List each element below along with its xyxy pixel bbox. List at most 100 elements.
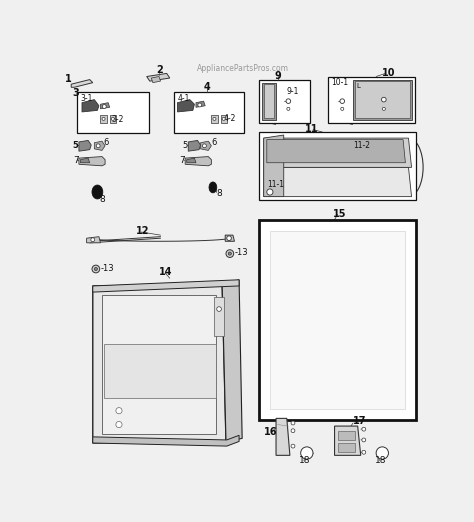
Text: 12: 12 <box>136 226 149 235</box>
Polygon shape <box>94 141 105 150</box>
Polygon shape <box>262 82 276 120</box>
Circle shape <box>111 117 114 121</box>
Circle shape <box>383 108 385 110</box>
Circle shape <box>222 117 225 121</box>
Circle shape <box>94 267 97 270</box>
Bar <box>102 295 216 434</box>
Circle shape <box>228 252 231 255</box>
Polygon shape <box>188 140 201 151</box>
Text: 4-1: 4-1 <box>177 93 190 102</box>
Text: L: L <box>356 83 360 89</box>
Text: 18: 18 <box>299 456 310 465</box>
Circle shape <box>96 144 100 148</box>
Circle shape <box>382 97 386 102</box>
Circle shape <box>116 408 122 414</box>
Text: 3-1: 3-1 <box>81 93 93 102</box>
Text: -13: -13 <box>235 248 248 257</box>
Circle shape <box>341 108 344 110</box>
Circle shape <box>340 99 345 103</box>
Circle shape <box>202 144 206 148</box>
Text: 5: 5 <box>182 140 187 149</box>
Bar <box>270 231 405 409</box>
Polygon shape <box>87 236 100 243</box>
Polygon shape <box>71 79 93 87</box>
Text: 4: 4 <box>204 82 210 92</box>
Polygon shape <box>79 157 105 166</box>
Text: 9: 9 <box>274 70 281 81</box>
Polygon shape <box>187 158 196 163</box>
Bar <box>214 298 224 336</box>
Text: 11: 11 <box>305 124 319 134</box>
Polygon shape <box>109 115 116 123</box>
Text: 14: 14 <box>159 267 173 277</box>
Text: 6: 6 <box>211 138 217 147</box>
Circle shape <box>116 421 122 428</box>
Circle shape <box>102 117 105 121</box>
Circle shape <box>291 429 295 433</box>
Circle shape <box>362 427 366 431</box>
Ellipse shape <box>92 185 103 199</box>
Text: 17: 17 <box>353 417 366 426</box>
Bar <box>259 220 416 420</box>
Text: 8: 8 <box>216 189 222 198</box>
Polygon shape <box>185 157 211 166</box>
Polygon shape <box>79 140 91 151</box>
Polygon shape <box>335 426 361 455</box>
Text: 10: 10 <box>383 68 396 78</box>
Circle shape <box>217 307 221 311</box>
Polygon shape <box>93 435 239 446</box>
Circle shape <box>226 250 234 257</box>
Polygon shape <box>225 235 235 241</box>
Polygon shape <box>264 168 411 197</box>
Circle shape <box>267 189 273 195</box>
Text: 3-2: 3-2 <box>111 115 124 124</box>
Text: 10-1: 10-1 <box>331 78 348 87</box>
Polygon shape <box>264 135 284 197</box>
Polygon shape <box>196 101 205 108</box>
Polygon shape <box>353 79 411 120</box>
Circle shape <box>287 108 290 110</box>
Circle shape <box>91 238 95 242</box>
Circle shape <box>102 104 106 109</box>
Text: 11-2: 11-2 <box>353 141 370 150</box>
Circle shape <box>376 447 389 459</box>
Ellipse shape <box>209 182 217 193</box>
Polygon shape <box>100 103 109 109</box>
Bar <box>337 443 355 452</box>
Polygon shape <box>211 115 218 123</box>
Text: 1: 1 <box>65 74 72 84</box>
Circle shape <box>213 117 216 121</box>
Polygon shape <box>264 84 274 118</box>
Bar <box>77 92 149 134</box>
Bar <box>259 132 416 200</box>
Polygon shape <box>222 280 242 442</box>
Polygon shape <box>81 158 90 163</box>
Polygon shape <box>151 77 161 82</box>
Text: 3: 3 <box>73 88 80 99</box>
Bar <box>259 79 310 123</box>
Text: 7: 7 <box>179 156 185 165</box>
Circle shape <box>227 236 231 241</box>
Circle shape <box>92 265 100 273</box>
Circle shape <box>291 421 295 425</box>
Text: 18: 18 <box>374 456 386 465</box>
Bar <box>103 343 216 398</box>
Circle shape <box>362 450 366 454</box>
Polygon shape <box>276 418 290 455</box>
Polygon shape <box>201 141 211 150</box>
Polygon shape <box>264 138 411 168</box>
Polygon shape <box>93 284 226 443</box>
Circle shape <box>291 444 295 448</box>
Circle shape <box>286 99 291 103</box>
Text: 11-1: 11-1 <box>267 180 284 189</box>
Polygon shape <box>355 81 410 118</box>
Text: 4-2: 4-2 <box>224 114 236 123</box>
Polygon shape <box>100 115 107 123</box>
Text: 7: 7 <box>73 156 79 165</box>
Polygon shape <box>146 74 170 81</box>
Text: 15: 15 <box>333 209 346 219</box>
Text: 16: 16 <box>264 427 277 437</box>
Bar <box>337 431 355 440</box>
Polygon shape <box>177 100 194 112</box>
Circle shape <box>198 103 202 107</box>
